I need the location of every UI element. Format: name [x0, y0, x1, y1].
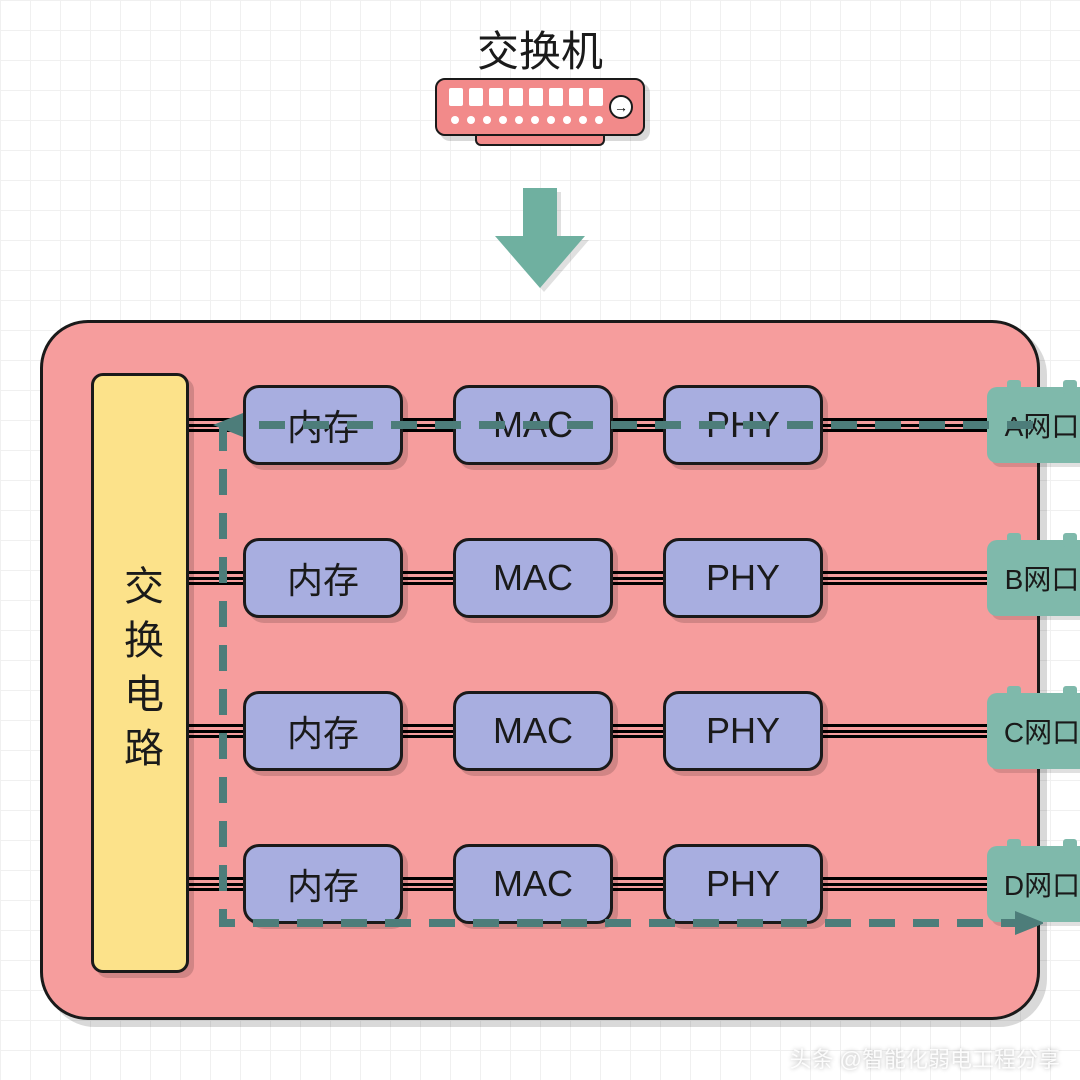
- memory-block: 内存: [243, 691, 403, 771]
- mac-block: MAC: [453, 385, 613, 465]
- phy-block: PHY: [663, 844, 823, 924]
- memory-block: 内存: [243, 538, 403, 618]
- memory-block: 内存: [243, 385, 403, 465]
- phy-block: PHY: [663, 538, 823, 618]
- port-row-a: 内存 MAC PHY A网口: [43, 385, 1037, 465]
- memory-block: 内存: [243, 844, 403, 924]
- port-row-c: 内存 MAC PHY C网口: [43, 691, 1037, 771]
- switching-circuit-block: 交换电路: [91, 373, 189, 973]
- phy-block: PHY: [663, 691, 823, 771]
- port-a: A网口: [987, 387, 1080, 463]
- mac-block: MAC: [453, 538, 613, 618]
- title: 交换机: [477, 18, 603, 79]
- port-d: D网口: [987, 846, 1080, 922]
- arrow-down-icon: [495, 188, 585, 288]
- switching-circuit-label: 交换电路: [111, 565, 169, 781]
- mac-block: MAC: [453, 691, 613, 771]
- watermark: 头条 @智能化弱电工程分享: [790, 1042, 1060, 1074]
- port-row-b: 内存 MAC PHY B网口: [43, 538, 1037, 618]
- switch-icon: →: [435, 78, 645, 136]
- mac-block: MAC: [453, 844, 613, 924]
- switch-base-icon: [475, 136, 605, 146]
- switch-internals-panel: 交换电路 内存 MAC PHY A网口 内存 MAC PHY B网口 内存 MA…: [40, 320, 1040, 1020]
- port-c: C网口: [987, 693, 1080, 769]
- port-row-d: 内存 MAC PHY D网口: [43, 844, 1037, 924]
- port-b: B网口: [987, 540, 1080, 616]
- phy-block: PHY: [663, 385, 823, 465]
